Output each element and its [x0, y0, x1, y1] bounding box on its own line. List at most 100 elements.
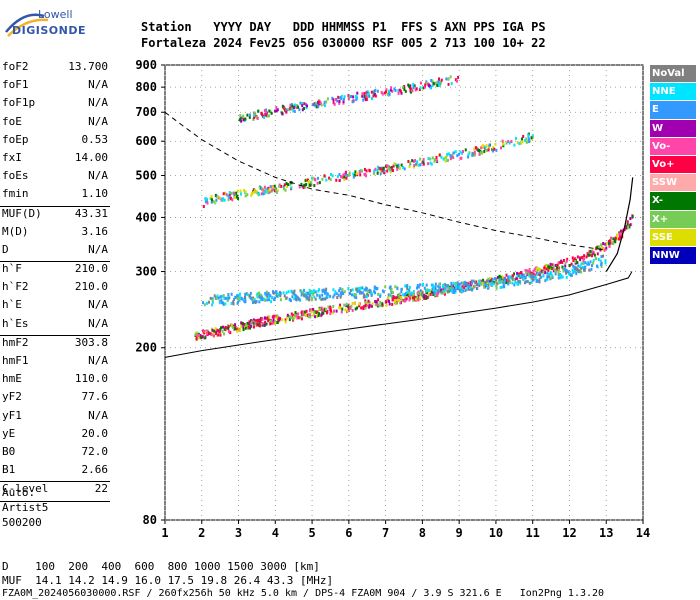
echo-point — [338, 101, 341, 105]
echo-point — [445, 77, 448, 81]
echo-point — [364, 288, 367, 292]
echo-point — [411, 89, 414, 93]
echo-point — [206, 301, 209, 305]
param-value: 303.8 — [74, 335, 108, 349]
echo-point — [232, 326, 235, 330]
echo-point — [230, 292, 233, 296]
echo-point — [211, 303, 214, 307]
echo-point — [375, 287, 378, 291]
echo-point — [290, 106, 293, 110]
echo-point — [214, 193, 217, 197]
echo-point — [486, 284, 489, 288]
echo-point — [228, 195, 231, 199]
param-value: 2.66 — [81, 463, 109, 477]
echo-point — [338, 179, 341, 183]
echo-point — [239, 328, 242, 332]
echo-point — [422, 158, 425, 162]
echo-point — [628, 225, 631, 229]
echo-point — [410, 291, 413, 295]
echo-point — [251, 192, 254, 196]
echo-point — [455, 284, 458, 288]
echo-point — [555, 266, 558, 270]
echo-point — [300, 311, 303, 315]
echo-point — [352, 172, 355, 176]
echo-point — [237, 297, 240, 301]
echo-point — [605, 246, 608, 250]
echo-point — [305, 291, 308, 295]
echo-point — [267, 190, 270, 194]
echo-point — [227, 324, 230, 328]
echo-point — [285, 316, 288, 320]
echo-point — [417, 298, 420, 302]
echo-point — [355, 98, 358, 102]
echo-point — [217, 333, 220, 337]
echo-point — [244, 194, 247, 198]
echo-point — [267, 186, 270, 190]
echo-point — [304, 313, 307, 317]
echo-point — [486, 286, 489, 290]
echo-point — [324, 291, 327, 295]
echo-point — [268, 190, 271, 194]
echo-point — [355, 287, 358, 291]
echo-point — [390, 294, 393, 298]
echo-point — [440, 80, 443, 84]
echo-point — [575, 272, 578, 276]
echo-point — [517, 279, 520, 283]
echo-point — [586, 262, 589, 266]
param-row: yE 20.0 — [0, 427, 112, 445]
echo-point — [389, 170, 392, 174]
echo-point — [293, 297, 296, 301]
echo-point — [439, 286, 442, 290]
echo-point — [221, 294, 224, 298]
echo-point — [222, 192, 225, 196]
echo-point — [308, 183, 311, 187]
echo-point — [616, 233, 619, 237]
echo-point — [236, 189, 239, 193]
echo-point — [463, 284, 466, 288]
echo-point — [396, 287, 399, 291]
echo-point — [253, 321, 256, 325]
echo-point — [502, 284, 505, 288]
echo-point — [325, 287, 328, 291]
echo-point — [342, 100, 345, 104]
echo-point — [393, 299, 396, 303]
echo-point — [260, 295, 263, 299]
echo-point — [376, 303, 379, 307]
echo-point — [305, 309, 308, 313]
echo-point — [463, 286, 466, 290]
echo-point — [480, 151, 483, 155]
echo-point — [222, 301, 225, 305]
echo-point — [304, 179, 307, 183]
echo-point — [518, 274, 521, 278]
echo-point — [505, 273, 508, 277]
param-name: foF1 — [2, 78, 29, 92]
echo-point — [494, 142, 497, 146]
echo-point — [246, 292, 249, 296]
echo-point — [219, 326, 222, 330]
echo-point — [332, 288, 335, 292]
echo-point — [231, 198, 234, 202]
echo-point — [408, 298, 411, 302]
echo-point — [205, 331, 208, 335]
legend-item: X- — [650, 192, 696, 210]
echo-point — [321, 289, 324, 293]
echo-point — [229, 331, 232, 335]
echo-point — [210, 198, 213, 202]
echo-point — [604, 261, 607, 265]
echo-point — [246, 113, 249, 117]
echo-point — [321, 177, 324, 181]
echo-point — [623, 228, 626, 232]
echo-point — [292, 291, 295, 295]
echo-point — [487, 277, 490, 281]
legend-item: X+ — [650, 210, 696, 228]
echo-point — [308, 295, 311, 299]
echo-point — [404, 295, 407, 299]
echo-point — [298, 185, 301, 189]
echo-point — [572, 258, 575, 262]
echo-point — [554, 269, 557, 273]
echo-point — [563, 267, 566, 271]
echo-point — [549, 262, 552, 266]
echo-point — [367, 293, 370, 297]
param-name: foEp — [2, 132, 29, 146]
x-tick-label: 9 — [456, 526, 463, 540]
